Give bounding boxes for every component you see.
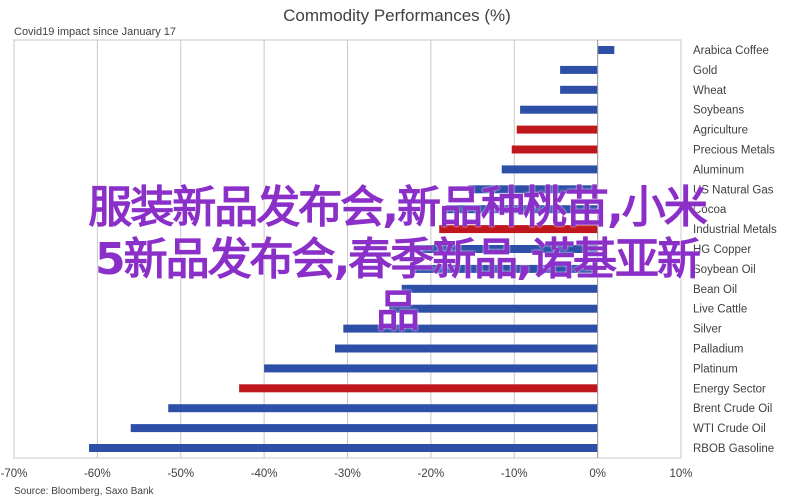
category-label: Industrial Metals <box>693 224 777 236</box>
overlay-line-1: 服装新品发布会,新品种桃苗,小米 <box>88 182 707 233</box>
category-label: US Natural Gas <box>693 184 774 196</box>
x-tick-label: 10% <box>669 468 692 480</box>
category-label: Agriculture <box>693 125 748 137</box>
chart-subtitle: Covid19 impact since January 17 <box>14 26 176 38</box>
x-tick-label: -20% <box>417 468 444 480</box>
bar <box>239 384 598 393</box>
bar <box>560 85 598 94</box>
bar <box>414 245 598 253</box>
watermark-overlay-text: 服装新品发布会,新品种桃苗,小米 5新品发布会,春季新品,诺基亚新 品 <box>0 182 794 338</box>
category-label: Platinum <box>693 363 738 375</box>
chart-title: Commodity Performances (%) <box>283 6 511 25</box>
bar <box>597 46 615 54</box>
bar <box>445 205 598 214</box>
bar <box>343 324 598 333</box>
bar <box>468 185 598 194</box>
x-tick-label: -60% <box>84 468 111 480</box>
category-label: Precious Metals <box>693 145 775 157</box>
bar <box>264 364 598 373</box>
category-label: HG Copper <box>693 244 751 256</box>
category-label: Arabica Coffee <box>693 45 769 57</box>
category-label: Soybean Oil <box>693 264 756 276</box>
category-labels: Arabica Coffee Gold Wheat Soybeans Agricultu… <box>693 45 777 455</box>
x-tick-label: 0% <box>589 468 606 480</box>
bar <box>130 424 598 433</box>
x-axis: -70% -60% -50% -40% -30% -20% -10% 0% 10% <box>1 40 693 480</box>
bar <box>516 125 598 134</box>
overlay-line-2: 5新品发布会,春季新品,诺基亚新 <box>94 234 701 285</box>
bars <box>89 46 615 452</box>
x-tick-label: -10% <box>501 468 528 480</box>
plot-border <box>13 39 682 459</box>
bar <box>520 105 598 114</box>
x-tick-label: -40% <box>251 468 278 480</box>
bar <box>511 145 598 154</box>
x-tick-label: -50% <box>167 468 194 480</box>
overlay-line-3: 品 <box>376 286 420 337</box>
category-label: Wheat <box>693 85 727 97</box>
category-label: Live Cattle <box>693 304 747 316</box>
bar <box>334 344 598 353</box>
category-label: Gold <box>693 65 717 77</box>
x-tick-label: -30% <box>334 468 361 480</box>
category-label: Aluminum <box>693 164 744 176</box>
bar <box>389 304 598 313</box>
chart-source: Source: Bloomberg, Saxo Bank <box>14 486 155 497</box>
bar <box>560 65 598 74</box>
category-label: Bean Oil <box>693 284 737 296</box>
bar <box>401 284 598 293</box>
category-label: WTI Crude Oil <box>693 423 766 435</box>
bar <box>89 444 598 452</box>
bar <box>439 225 598 234</box>
category-label: Cocoa <box>693 204 727 216</box>
x-tick-label: -70% <box>1 468 28 480</box>
category-label: RBOB Gasoline <box>693 443 774 455</box>
category-label: Soybeans <box>693 105 744 117</box>
category-label: Silver <box>693 324 722 336</box>
bar <box>410 264 598 273</box>
bar <box>501 165 598 174</box>
category-label: Energy Sector <box>693 383 766 395</box>
category-label: Brent Crude Oil <box>693 403 772 415</box>
bar <box>168 404 598 413</box>
category-label: Palladium <box>693 344 744 356</box>
